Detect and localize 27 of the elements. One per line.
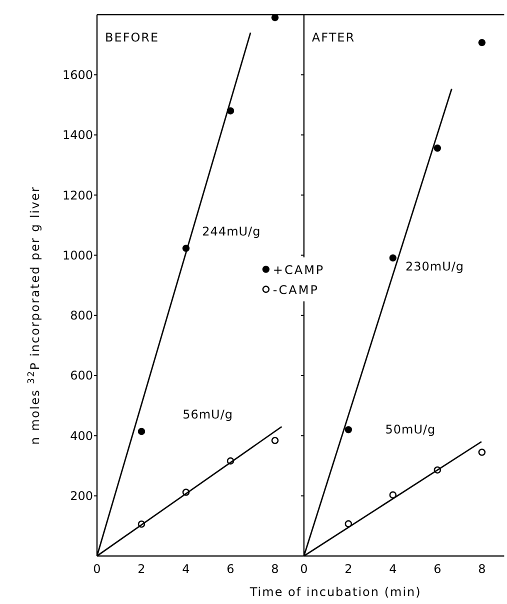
x-tick-label: 8 bbox=[271, 562, 279, 576]
x-tick-label: 0 bbox=[300, 562, 308, 576]
annotation: 230mU/g bbox=[406, 260, 464, 274]
text: AFTER bbox=[312, 30, 356, 45]
y-tick-label: 200 bbox=[70, 489, 93, 504]
annotation: 56mU/g bbox=[182, 408, 234, 422]
text: BEFORE bbox=[105, 30, 160, 45]
legend-label: -CAMP bbox=[272, 282, 319, 297]
x-tick-label: 4 bbox=[182, 562, 190, 576]
y-tick-label: 1400 bbox=[62, 128, 93, 142]
y-tick-label: 600 bbox=[70, 368, 93, 383]
y-tick-label: 800 bbox=[70, 308, 93, 323]
y-tick-label: 1600 bbox=[62, 68, 93, 82]
y-tick-label: 1000 bbox=[62, 248, 93, 262]
y-tick-label: 400 bbox=[70, 428, 93, 443]
x-tick-label: 4 bbox=[389, 562, 397, 576]
x-tick-label: 0 bbox=[93, 562, 101, 576]
x-tick-label: 8 bbox=[478, 562, 486, 576]
legend-label: +CAMP bbox=[272, 262, 325, 277]
y-tick-label: 1200 bbox=[62, 188, 93, 202]
x-tick-label: 6 bbox=[226, 562, 234, 576]
x-axis-title: Time of incubation (min) bbox=[248, 585, 422, 599]
x-tick-label: 6 bbox=[434, 562, 442, 576]
annotation: 50mU/g bbox=[385, 422, 436, 437]
x-tick-label: 2 bbox=[344, 562, 352, 576]
x-tick-label: 2 bbox=[138, 562, 146, 576]
annotation: 244mU/g bbox=[202, 224, 261, 239]
